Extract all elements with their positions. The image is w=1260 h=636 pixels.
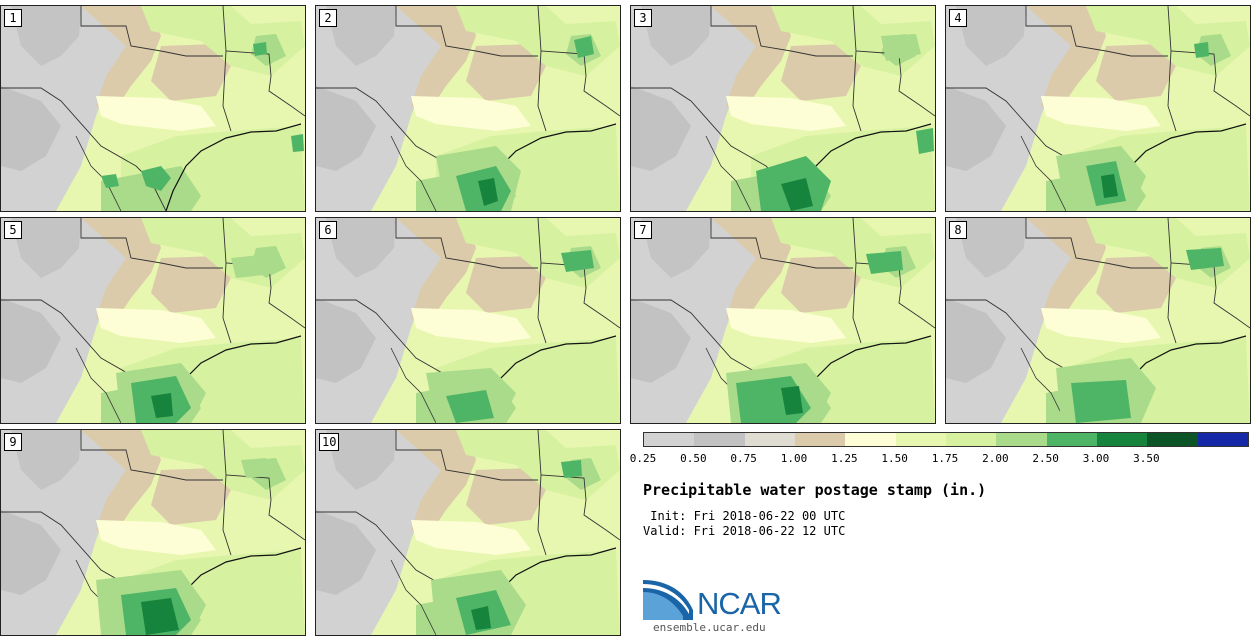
colorbar-segment xyxy=(1096,433,1148,446)
colorbar-segment xyxy=(794,433,846,446)
member-label: 5 xyxy=(4,221,22,239)
colorbar-tick-label: 1.50 xyxy=(881,452,908,465)
pw-map-image xyxy=(946,218,1250,423)
colorbar-segment xyxy=(996,433,1047,446)
member-label: 6 xyxy=(319,221,337,239)
member-map-3: 3 xyxy=(630,5,936,212)
member-label: 4 xyxy=(949,9,967,27)
logo-text: NCAR xyxy=(697,586,782,621)
colorbar-segment xyxy=(1046,433,1097,446)
member-label: 7 xyxy=(634,221,652,239)
member-label: 10 xyxy=(319,433,340,451)
member-map-6: 6 xyxy=(315,217,621,424)
colorbar-tick-label: 0.50 xyxy=(680,452,707,465)
colorbar-segment xyxy=(1197,433,1248,446)
member-map-1: 1 xyxy=(0,5,306,212)
colorbar-segment xyxy=(694,433,745,446)
ncar-logo-icon xyxy=(643,580,693,620)
colorbar-ticks: 0.25 0.50 0.75 1.00 1.25 1.50 1.75 2.00 2.50 3.00… xyxy=(630,452,1247,466)
colorbar-tick-label: 0.75 xyxy=(730,452,757,465)
member-map-7: 7 xyxy=(630,217,936,424)
colorbar-tick-label: 0.25 xyxy=(629,452,657,465)
colorbar-segment xyxy=(945,433,997,446)
colorbar-segment xyxy=(845,433,896,446)
colorbar-segment xyxy=(644,433,695,446)
pw-map-image xyxy=(316,430,620,635)
pw-map-image xyxy=(1,430,305,635)
colorbar-tick-label: 2.00 xyxy=(982,452,1009,465)
member-map-10: 10 xyxy=(315,429,621,636)
member-label: 3 xyxy=(634,9,652,27)
product-title: Precipitable water postage stamp (in.) xyxy=(643,481,987,499)
colorbar-tick-label: 1.00 xyxy=(780,452,808,465)
pw-map-image xyxy=(631,6,935,211)
pw-map-image xyxy=(316,218,620,423)
colorbar-tick-label: 3.50 xyxy=(1133,452,1160,465)
init-time: Init: Fri 2018-06-22 00 UTC xyxy=(643,509,846,523)
colorbar-segment xyxy=(744,433,795,446)
pw-map-image xyxy=(631,218,935,423)
colorbar-tick-label: 2.50 xyxy=(1032,452,1059,465)
pw-map-image xyxy=(316,6,620,211)
colorbar-segment xyxy=(895,433,946,446)
colorbar xyxy=(643,432,1249,447)
colorbar-tick-label: 3.00 xyxy=(1082,452,1110,465)
colorbar-segment xyxy=(1147,433,1198,446)
member-map-5: 5 xyxy=(0,217,306,424)
member-label: 8 xyxy=(949,221,967,239)
pw-map-image xyxy=(1,218,305,423)
member-label: 2 xyxy=(319,9,337,27)
member-label: 9 xyxy=(4,433,22,451)
member-label: 1 xyxy=(4,9,22,27)
valid-time: Valid: Fri 2018-06-22 12 UTC xyxy=(643,524,846,538)
member-map-4: 4 xyxy=(945,5,1251,212)
colorbar-tick-label: 1.25 xyxy=(831,452,858,465)
site-link[interactable]: ensemble.ucar.edu xyxy=(653,621,766,634)
colorbar-tick-label: 1.75 xyxy=(931,452,959,465)
member-map-2: 2 xyxy=(315,5,621,212)
member-map-9: 9 xyxy=(0,429,306,636)
pw-map-image xyxy=(1,6,305,211)
member-map-8: 8 xyxy=(945,217,1251,424)
pw-map-image xyxy=(946,6,1250,211)
